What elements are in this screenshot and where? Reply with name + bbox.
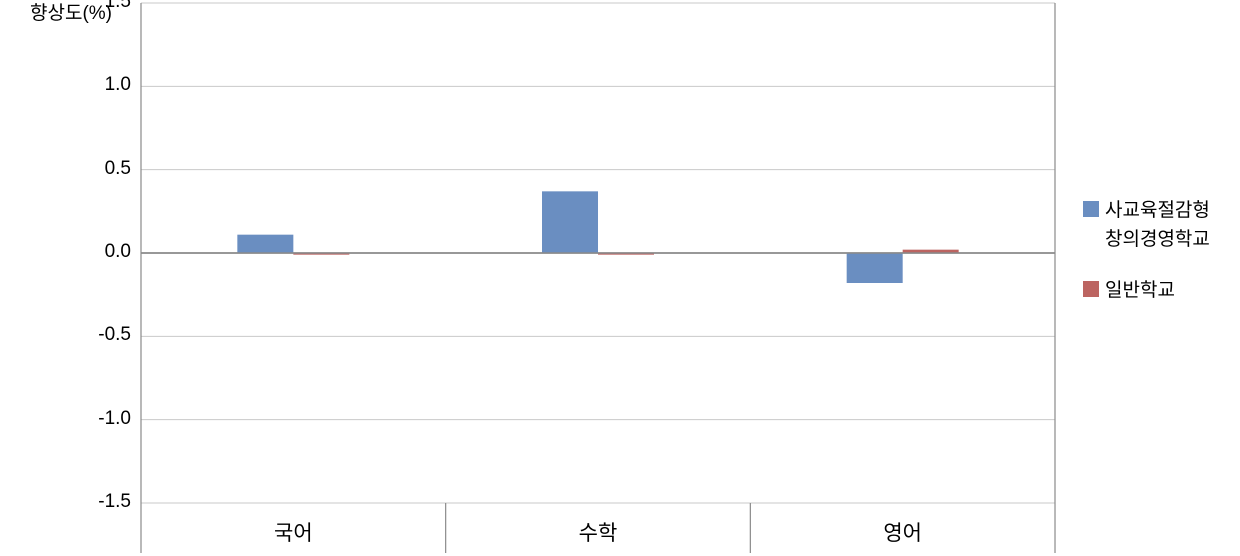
x-tick-label: 수학: [548, 517, 648, 547]
legend-item-1: 사교육절감형: [1083, 195, 1210, 222]
y-tick-label: 0.0: [91, 241, 131, 263]
legend: 사교육절감형 창의경영학교 일반학교: [1083, 195, 1210, 302]
bar-series1: [542, 191, 598, 253]
y-tick-label: 0.5: [91, 158, 131, 180]
chart-plot: [0, 0, 1240, 556]
y-tick-label: 1.0: [91, 74, 131, 96]
x-tick-label: 국어: [243, 517, 343, 547]
legend-swatch-1: [1083, 201, 1099, 217]
legend-swatch-2: [1083, 281, 1099, 297]
legend-label-2: 일반학교: [1105, 280, 1175, 301]
bar-series1: [847, 253, 903, 283]
bar-series1: [237, 235, 293, 253]
y-tick-label: -1.0: [91, 408, 131, 430]
y-tick-label: -0.5: [91, 324, 131, 346]
y-tick-label: 1.5: [91, 0, 131, 13]
chart-container: 향상도(%) 1.51.00.50.0-0.5-1.0-1.5 국어수학영어 사…: [0, 0, 1240, 556]
legend-item-2: 일반학교: [1083, 275, 1210, 302]
legend-label-1b: 창의경영학교: [1105, 224, 1210, 251]
y-tick-label: -1.5: [91, 491, 131, 513]
x-tick-label: 영어: [853, 517, 953, 547]
legend-label-1a: 사교육절감형: [1105, 200, 1210, 221]
